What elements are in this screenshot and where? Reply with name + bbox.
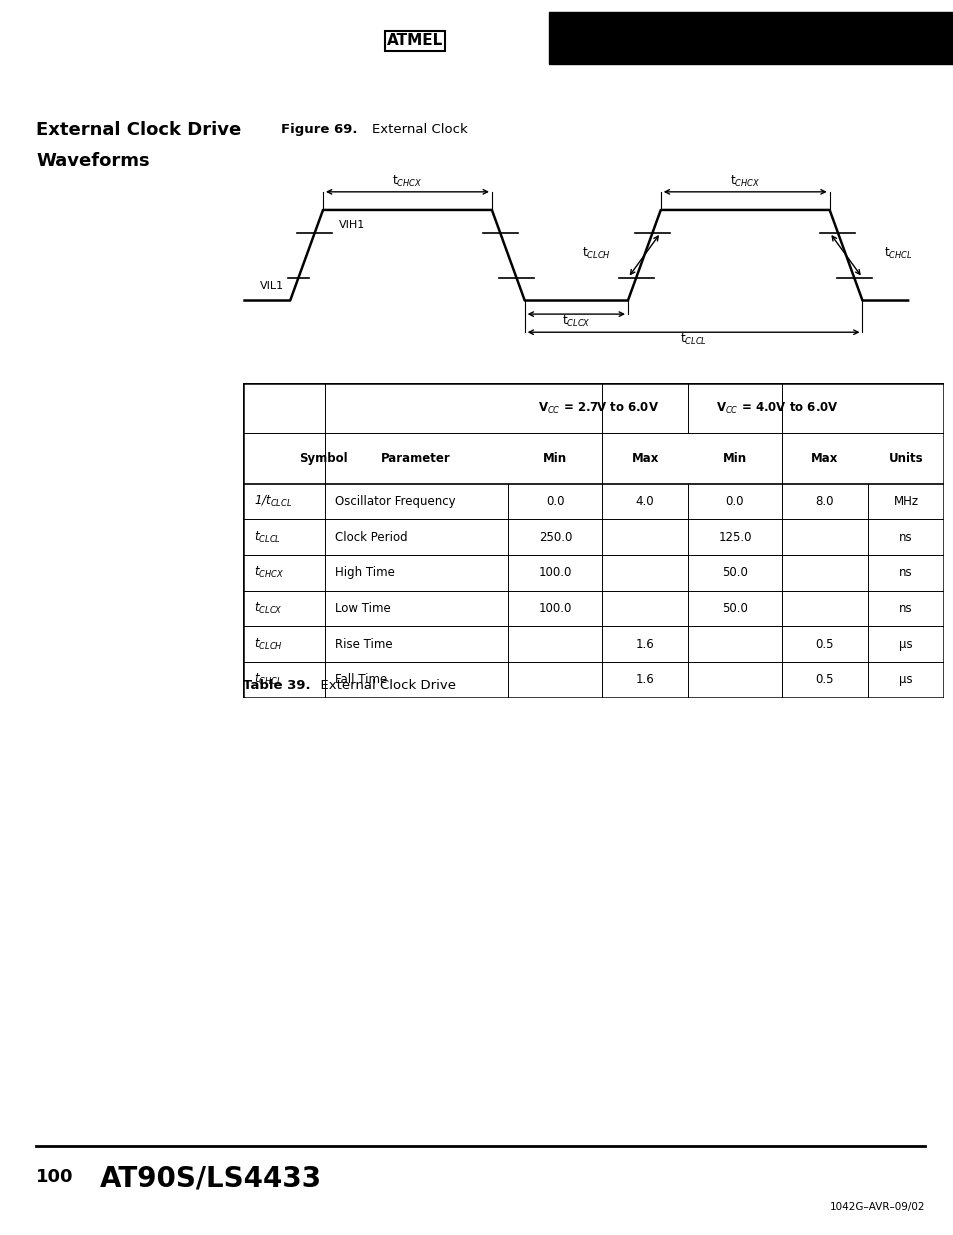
Text: t$_{CLCX}$: t$_{CLCX}$ — [561, 314, 590, 329]
Text: 0.5: 0.5 — [815, 637, 833, 651]
Text: t$_{CLCX}$: t$_{CLCX}$ — [253, 601, 282, 616]
Text: 8.0: 8.0 — [815, 495, 833, 508]
Text: t$_{CLCL}$: t$_{CLCL}$ — [679, 332, 706, 347]
Text: 1.6: 1.6 — [635, 637, 654, 651]
Text: VIL1: VIL1 — [260, 282, 284, 291]
Text: t$_{CHCL}$: t$_{CHCL}$ — [882, 246, 911, 261]
Text: t$_{CLCH}$: t$_{CLCH}$ — [253, 637, 282, 652]
Text: External Clock Drive: External Clock Drive — [312, 678, 456, 692]
Text: 1042G–AVR–09/02: 1042G–AVR–09/02 — [829, 1202, 924, 1212]
Text: Max: Max — [810, 452, 838, 466]
Text: Low Time: Low Time — [335, 603, 391, 615]
Text: 0.5: 0.5 — [815, 673, 833, 687]
Bar — [548, 12, 953, 64]
Text: Waveforms: Waveforms — [36, 152, 150, 169]
Text: Rise Time: Rise Time — [335, 637, 393, 651]
Text: µs: µs — [899, 673, 912, 687]
Text: VIH1: VIH1 — [339, 220, 365, 231]
Text: AT90S/LS4433: AT90S/LS4433 — [100, 1165, 322, 1193]
Text: µs: µs — [899, 637, 912, 651]
Text: External Clock: External Clock — [372, 124, 467, 136]
Text: t$_{CHCX}$: t$_{CHCX}$ — [729, 174, 760, 189]
Text: Units: Units — [888, 452, 923, 466]
Text: t$_{CLCL}$: t$_{CLCL}$ — [253, 530, 280, 545]
Text: 100.0: 100.0 — [538, 567, 572, 579]
Text: High Time: High Time — [335, 567, 395, 579]
Text: 250.0: 250.0 — [538, 531, 572, 543]
Text: Max: Max — [631, 452, 659, 466]
Text: 100.0: 100.0 — [538, 603, 572, 615]
Text: 1.6: 1.6 — [635, 673, 654, 687]
Text: Table 39.: Table 39. — [243, 678, 311, 692]
Text: ns: ns — [899, 531, 912, 543]
Text: Oscillator Frequency: Oscillator Frequency — [335, 495, 456, 508]
Text: MHz: MHz — [892, 495, 918, 508]
Text: V$_{CC}$ = 2.7V to 6.0V: V$_{CC}$ = 2.7V to 6.0V — [537, 400, 659, 416]
Text: t$_{CLCH}$: t$_{CLCH}$ — [581, 246, 610, 261]
Text: External Clock Drive: External Clock Drive — [36, 121, 241, 138]
Text: Min: Min — [722, 452, 746, 466]
Text: 4.0: 4.0 — [636, 495, 654, 508]
Text: 0.0: 0.0 — [725, 495, 743, 508]
Text: Symbol: Symbol — [299, 452, 348, 466]
Text: t$_{CHCX}$: t$_{CHCX}$ — [392, 174, 422, 189]
Text: Min: Min — [543, 452, 567, 466]
Text: V$_{CC}$ = 4.0V to 6.0V: V$_{CC}$ = 4.0V to 6.0V — [716, 400, 839, 416]
Text: ns: ns — [899, 567, 912, 579]
Text: ns: ns — [899, 603, 912, 615]
Text: ATMEL: ATMEL — [387, 33, 442, 48]
Text: Parameter: Parameter — [380, 452, 450, 466]
Text: 125.0: 125.0 — [718, 531, 751, 543]
Text: 1/t$_{CLCL}$: 1/t$_{CLCL}$ — [253, 494, 292, 509]
Text: 50.0: 50.0 — [721, 603, 747, 615]
Text: Figure 69.: Figure 69. — [281, 124, 357, 136]
Text: Clock Period: Clock Period — [335, 531, 407, 543]
Text: 50.0: 50.0 — [721, 567, 747, 579]
Text: 0.0: 0.0 — [545, 495, 564, 508]
Text: t$_{CHCL}$: t$_{CHCL}$ — [253, 672, 282, 688]
Text: t$_{CHCX}$: t$_{CHCX}$ — [253, 566, 284, 580]
Text: 100: 100 — [36, 1168, 73, 1187]
Text: Fall Time: Fall Time — [335, 673, 387, 687]
